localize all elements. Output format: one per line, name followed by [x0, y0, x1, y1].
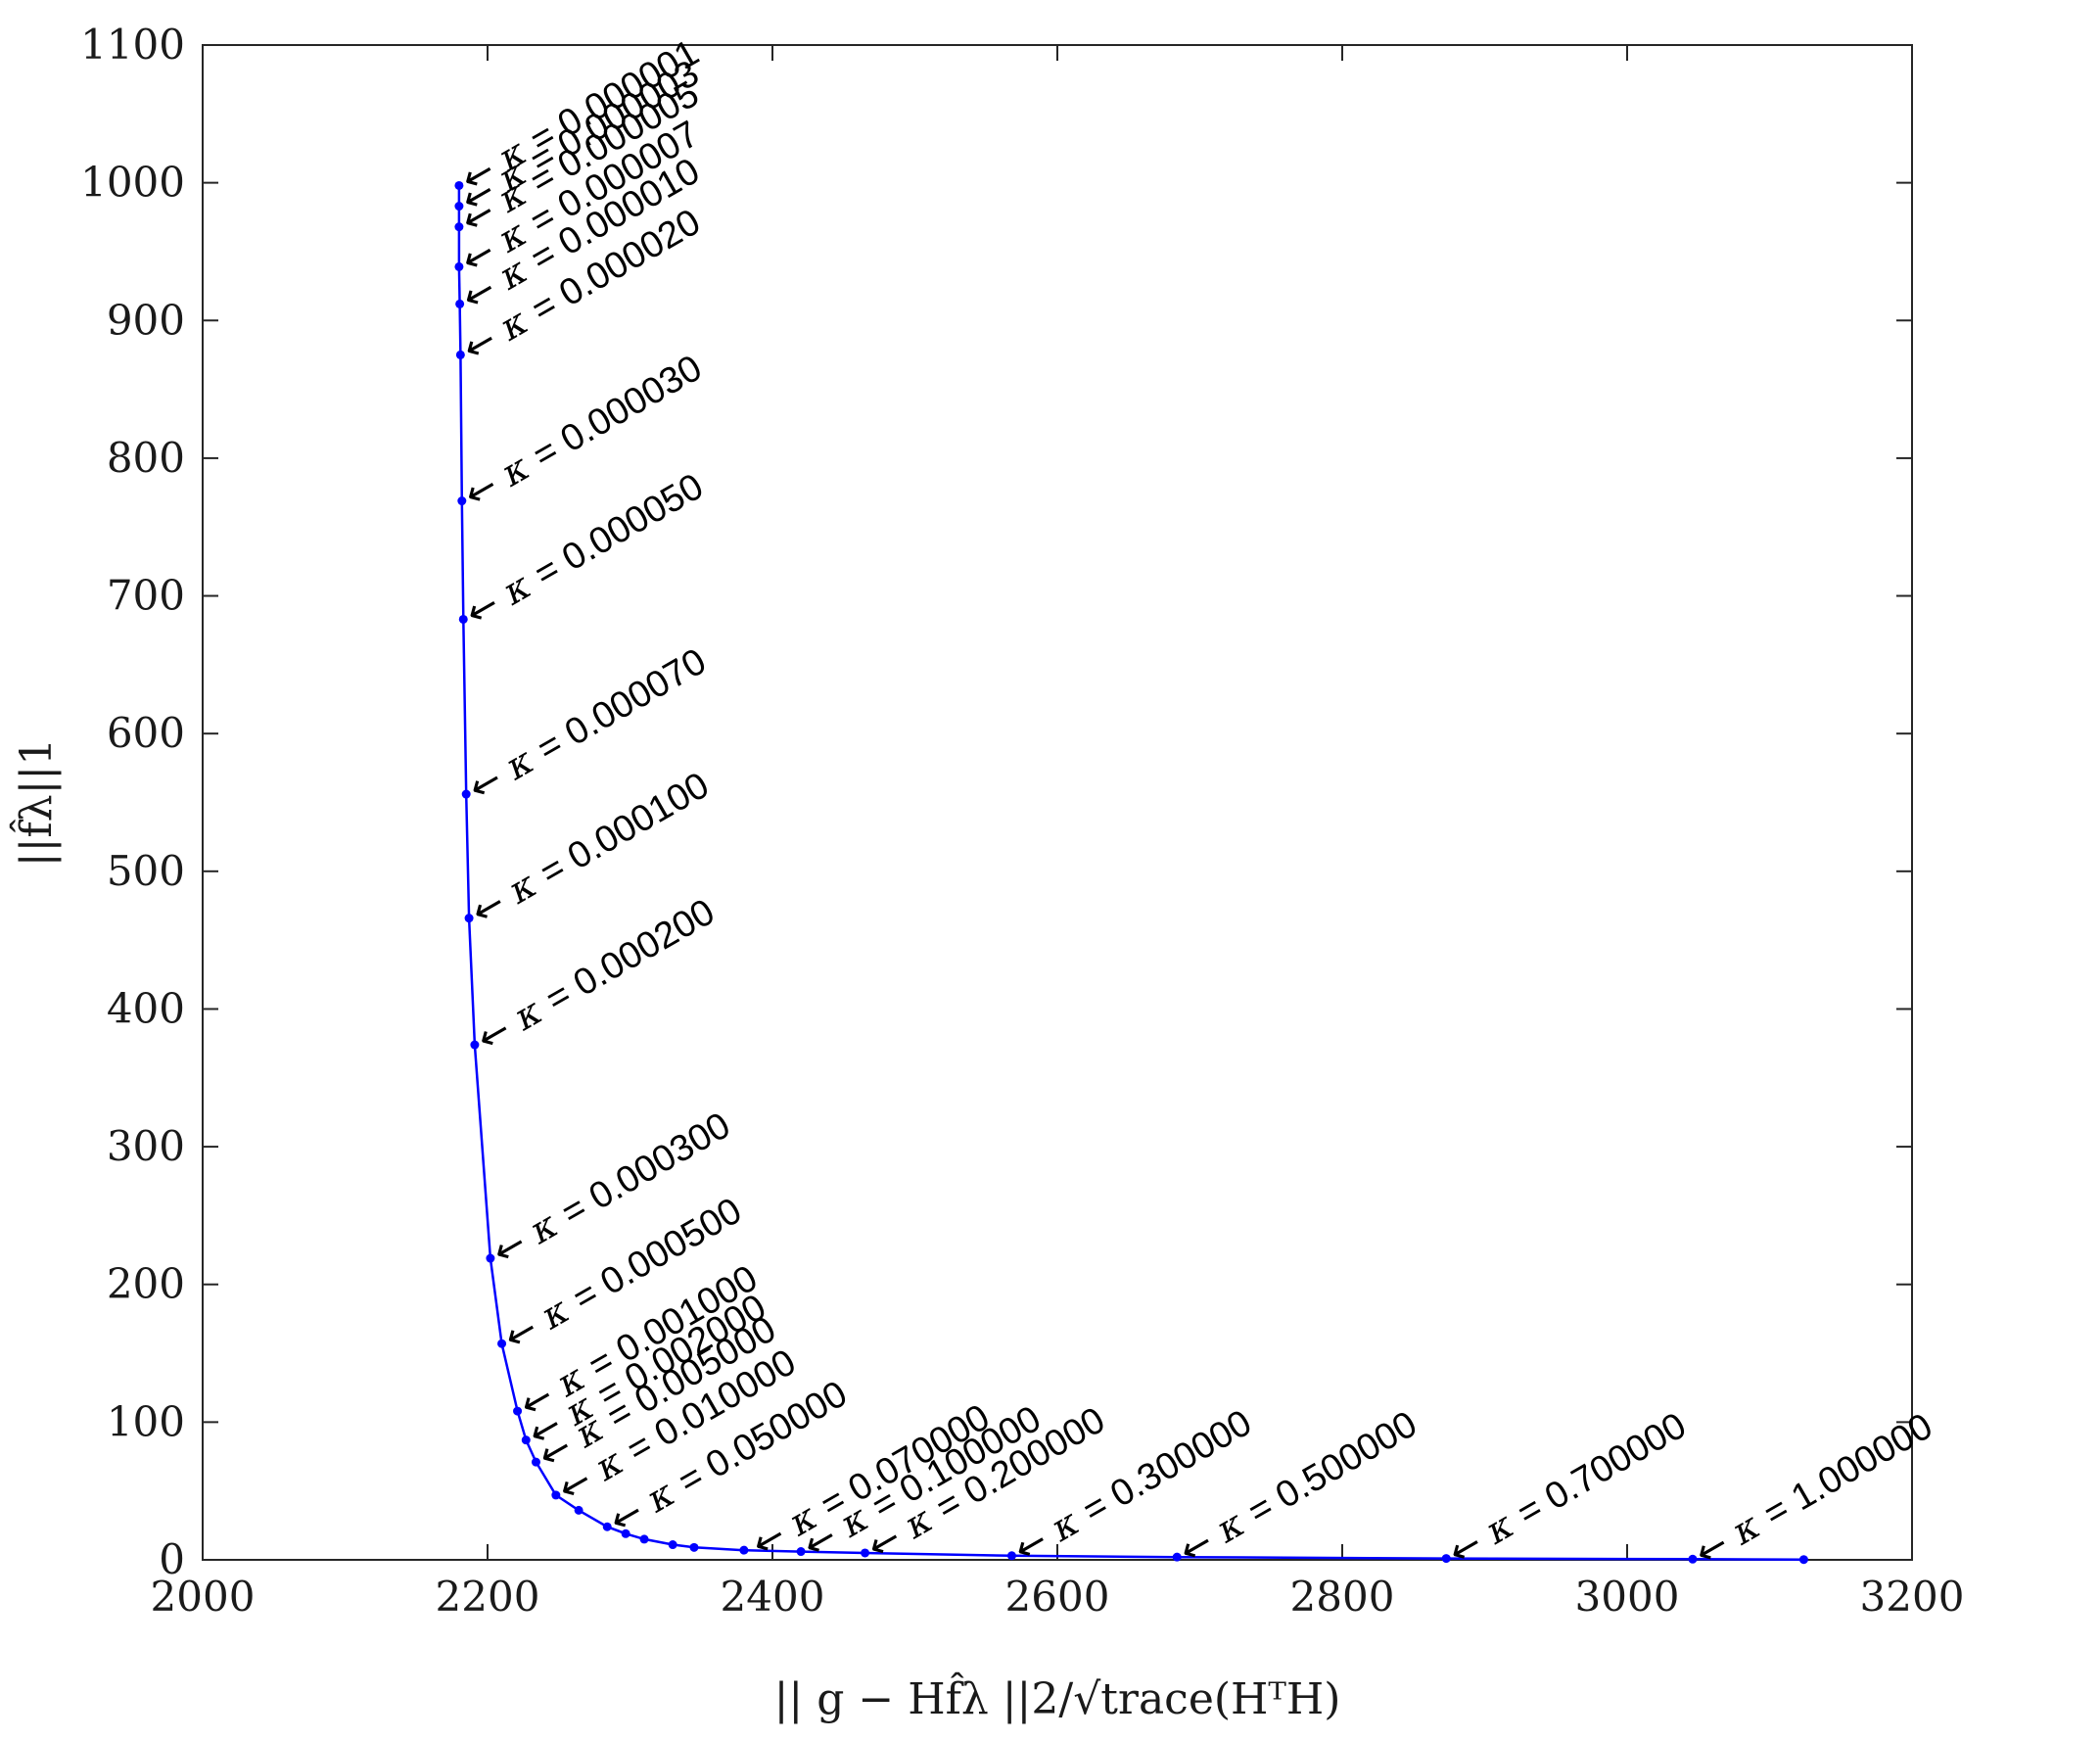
- y-tick-label: 0: [159, 1535, 185, 1583]
- y-tick-label: 300: [107, 1122, 185, 1170]
- kappa-value: = 0.000100: [534, 765, 717, 894]
- x-tick-label: 3000: [1575, 1573, 1680, 1621]
- data-point: [689, 1542, 699, 1552]
- data-point: [497, 1339, 507, 1348]
- y-tick-label: 900: [107, 296, 185, 344]
- y-tick-label: 1100: [80, 21, 185, 69]
- x-tick-label: 2800: [1290, 1573, 1395, 1621]
- kappa-annotation-text: ← κ = 0.700000: [1441, 1403, 1694, 1574]
- x-tick-label: 2000: [151, 1573, 256, 1621]
- kappa-value: = 0.700000: [1511, 1405, 1694, 1534]
- y-axis-label-text: ||f̂λ||1: [8, 738, 62, 867]
- data-point: [454, 261, 464, 271]
- data-point: [454, 180, 464, 190]
- data-point: [461, 789, 471, 799]
- kappa-value: = 0.000070: [531, 640, 714, 770]
- kappa-annotations: ← κ = 0.000001← κ = 0.000003← κ = 0.0000…: [453, 32, 1939, 1575]
- x-axis-label-text: || g − Hf̂λ ||2/√trace(HᵀH): [774, 1670, 1341, 1724]
- data-point: [455, 350, 465, 359]
- data-point: [521, 1435, 531, 1445]
- data-point: [455, 299, 465, 308]
- data-point: [621, 1528, 630, 1538]
- data-point: [458, 614, 468, 624]
- kappa-annotation: ← κ = 0.700000: [1441, 1403, 1694, 1574]
- data-point: [486, 1253, 495, 1263]
- data-point: [796, 1547, 806, 1557]
- data-point: [457, 496, 467, 506]
- kappa-value: = 0.500000: [1241, 1404, 1424, 1533]
- data-point: [470, 1040, 480, 1050]
- y-axis-label: ||f̂λ||1: [8, 738, 62, 867]
- data-point: [1172, 1552, 1182, 1562]
- data-point: [1441, 1554, 1451, 1564]
- kappa-value: = 0.000030: [526, 348, 709, 477]
- data-point: [739, 1545, 749, 1555]
- data-point: [531, 1457, 540, 1467]
- data-point: [454, 202, 464, 212]
- y-tick-label: 100: [107, 1397, 185, 1445]
- y-tick-label: 200: [107, 1260, 185, 1308]
- kappa-annotation-text: ← κ = 1.000000: [1687, 1404, 1939, 1575]
- data-point: [861, 1548, 870, 1558]
- x-tick-label: 2400: [721, 1573, 825, 1621]
- y-tick-label: 700: [107, 572, 185, 620]
- data-point: [602, 1522, 612, 1531]
- tick-labels: 2000 2200 2400 2600 2800 3000 3200 0 100 200 300 40…: [80, 21, 1964, 1621]
- x-tick-label: 2200: [436, 1573, 540, 1621]
- data-point: [1798, 1555, 1808, 1565]
- data-point: [513, 1406, 523, 1416]
- data-point: [454, 222, 464, 232]
- x-axis-label: || g − Hf̂λ ||2/√trace(HᵀH): [774, 1670, 1341, 1724]
- data-point: [551, 1490, 561, 1500]
- data-point: [668, 1540, 677, 1550]
- x-tick-label: 2600: [1005, 1573, 1110, 1621]
- kappa-annotation: ← κ = 1.000000: [1687, 1404, 1939, 1575]
- kappa-value: = 0.000200: [538, 891, 722, 1020]
- y-tick-label: 400: [107, 984, 185, 1032]
- kappa-value: = 0.000050: [528, 466, 711, 595]
- y-tick-label: 500: [107, 847, 185, 895]
- y-tick-label: 800: [107, 434, 185, 482]
- data-point: [574, 1505, 583, 1515]
- data-point: [464, 914, 474, 923]
- data-markers: [454, 180, 1808, 1565]
- x-tick-label: 3200: [1860, 1573, 1965, 1621]
- data-point: [1688, 1554, 1698, 1564]
- data-point: [1006, 1551, 1016, 1561]
- data-point: [639, 1534, 649, 1544]
- axis-ticks: [202, 44, 1913, 1561]
- y-tick-label: 600: [107, 709, 185, 757]
- y-tick-label: 1000: [80, 159, 185, 207]
